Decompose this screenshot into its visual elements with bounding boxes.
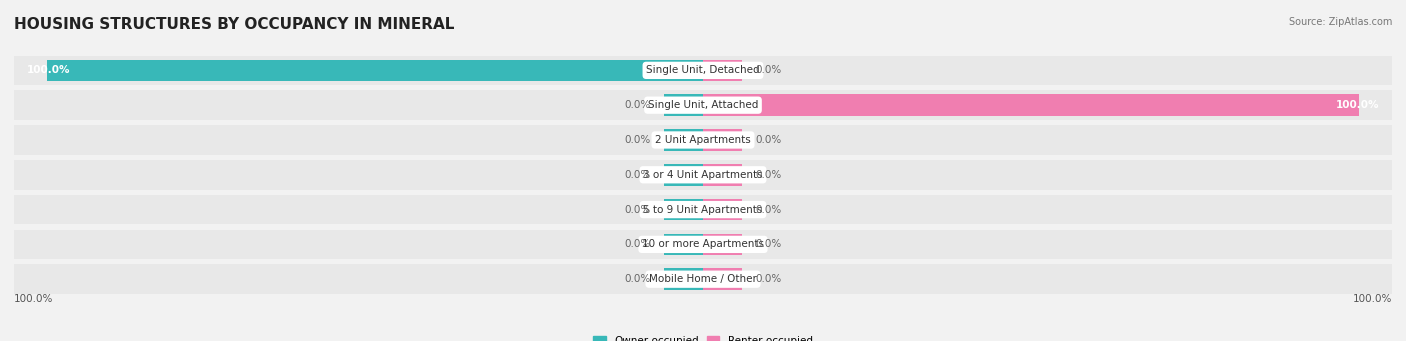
Bar (14, 56, 1392, 85)
Bar (664, 164, 703, 186)
Bar (703, 268, 742, 290)
Bar (703, 94, 1360, 116)
Text: HOUSING STRUCTURES BY OCCUPANCY IN MINERAL: HOUSING STRUCTURES BY OCCUPANCY IN MINER… (14, 17, 454, 32)
Bar (14, 229, 1392, 259)
Bar (703, 129, 742, 151)
Text: 10 or more Apartments: 10 or more Apartments (643, 239, 763, 249)
Bar (14, 195, 1392, 224)
Bar (703, 164, 742, 186)
Bar (14, 264, 1392, 294)
Bar (703, 199, 742, 220)
Bar (664, 94, 703, 116)
Text: Mobile Home / Other: Mobile Home / Other (650, 274, 756, 284)
Bar (664, 129, 703, 151)
Text: 0.0%: 0.0% (755, 274, 782, 284)
Text: 0.0%: 0.0% (755, 239, 782, 249)
Text: 100.0%: 100.0% (14, 294, 53, 304)
Text: Single Unit, Attached: Single Unit, Attached (648, 100, 758, 110)
Text: 2 Unit Apartments: 2 Unit Apartments (655, 135, 751, 145)
Text: 5 to 9 Unit Apartments: 5 to 9 Unit Apartments (644, 205, 762, 214)
Bar (46, 60, 703, 81)
Text: 0.0%: 0.0% (624, 135, 651, 145)
Bar (14, 125, 1392, 155)
Text: 0.0%: 0.0% (624, 205, 651, 214)
Text: 3 or 4 Unit Apartments: 3 or 4 Unit Apartments (643, 170, 763, 180)
Text: 0.0%: 0.0% (755, 65, 782, 75)
Bar (664, 268, 703, 290)
Bar (703, 60, 742, 81)
Text: 0.0%: 0.0% (624, 170, 651, 180)
Legend: Owner-occupied, Renter-occupied: Owner-occupied, Renter-occupied (589, 332, 817, 341)
Text: 100.0%: 100.0% (27, 65, 70, 75)
Bar (14, 90, 1392, 120)
Bar (664, 199, 703, 220)
Text: Single Unit, Detached: Single Unit, Detached (647, 65, 759, 75)
Text: 0.0%: 0.0% (624, 100, 651, 110)
Bar (664, 234, 703, 255)
Text: 0.0%: 0.0% (755, 205, 782, 214)
Text: 0.0%: 0.0% (755, 170, 782, 180)
Text: 100.0%: 100.0% (1336, 100, 1379, 110)
Text: 0.0%: 0.0% (624, 239, 651, 249)
Text: 0.0%: 0.0% (755, 135, 782, 145)
Bar (703, 234, 742, 255)
Text: 100.0%: 100.0% (1353, 294, 1392, 304)
Text: Source: ZipAtlas.com: Source: ZipAtlas.com (1288, 17, 1392, 27)
Text: 0.0%: 0.0% (624, 274, 651, 284)
Bar (14, 160, 1392, 190)
